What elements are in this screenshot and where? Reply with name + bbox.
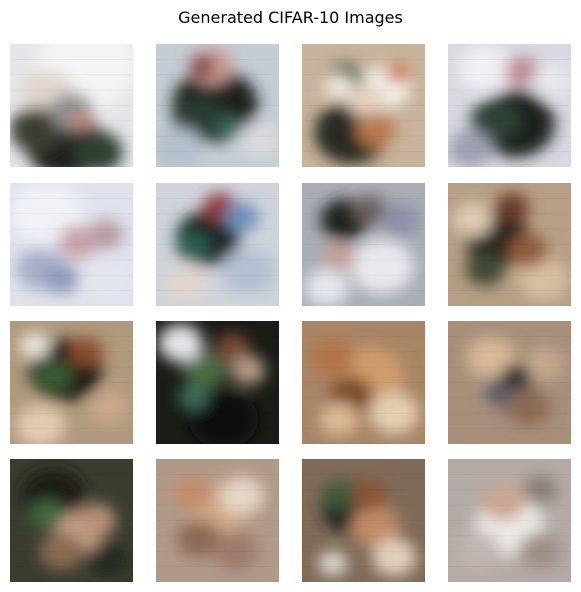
generated-image xyxy=(10,183,133,306)
generated-image xyxy=(448,183,571,306)
figure-title: Generated CIFAR-10 Images xyxy=(178,8,403,27)
generated-image xyxy=(302,44,425,167)
generated-image xyxy=(10,44,133,167)
generated-image xyxy=(10,321,133,444)
generated-image xyxy=(156,44,279,167)
generated-image xyxy=(302,459,425,582)
generated-image xyxy=(448,44,571,167)
generated-image xyxy=(448,321,571,444)
generated-image xyxy=(156,183,279,306)
generated-image xyxy=(448,459,571,582)
generated-image xyxy=(156,459,279,582)
generated-image xyxy=(10,459,133,582)
generated-image xyxy=(302,183,425,306)
generated-image xyxy=(302,321,425,444)
generated-image xyxy=(156,321,279,444)
